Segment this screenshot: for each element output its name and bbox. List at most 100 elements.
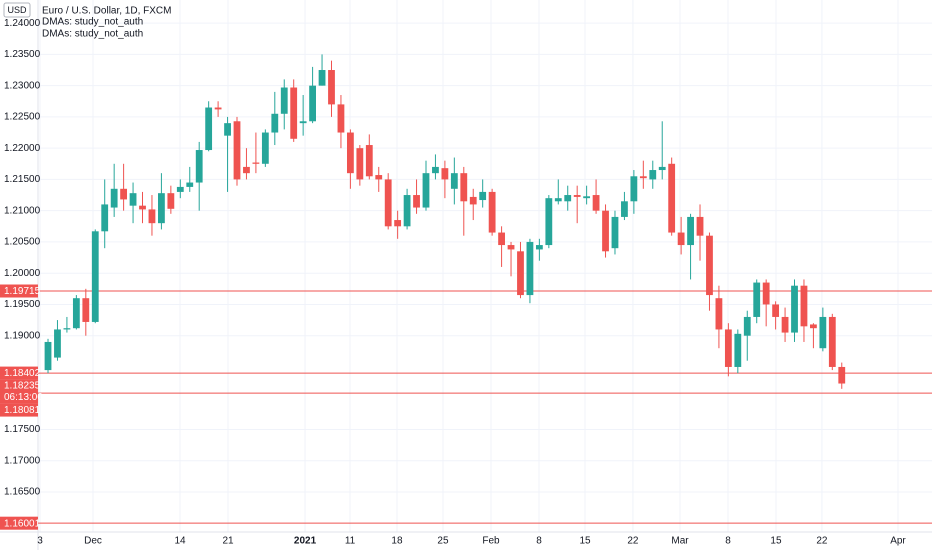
- candle-body: [280, 87, 288, 114]
- x-tick-label: 18: [391, 536, 403, 547]
- candle-body: [592, 195, 600, 211]
- last-price-label: 1.18235: [4, 381, 41, 392]
- candle-body: [810, 324, 817, 329]
- x-tick-label: 21: [222, 536, 234, 547]
- candle-body: [110, 188, 118, 208]
- candle-body: [658, 166, 666, 171]
- candle-body: [677, 232, 685, 246]
- last-price-box: [0, 379, 38, 404]
- x-tick-label: Apr: [890, 536, 906, 547]
- candle-body: [639, 176, 647, 179]
- x-tick-label: Feb: [482, 536, 500, 547]
- candle-body: [328, 70, 335, 105]
- candle-body: [450, 173, 458, 189]
- candle-body: [394, 220, 402, 227]
- candle-body: [422, 173, 430, 208]
- candle-body: [800, 285, 808, 327]
- candle-body: [356, 148, 364, 180]
- candle-body: [753, 282, 761, 317]
- candle-body: [838, 366, 846, 384]
- candle-body: [696, 216, 704, 236]
- candle-body: [432, 166, 439, 174]
- candle-body: [252, 162, 260, 164]
- price-line-label: 1.18081: [4, 405, 41, 416]
- candle-body: [441, 168, 449, 180]
- candle-body: [583, 196, 591, 199]
- candle-body: [271, 113, 279, 133]
- candle-body: [526, 241, 534, 296]
- x-tick-label: 15: [770, 536, 782, 547]
- candle-body: [205, 107, 213, 151]
- candle-body: [195, 150, 203, 183]
- candle-body: [82, 298, 90, 322]
- candle-body: [488, 191, 496, 233]
- y-tick-label: 1.17500: [4, 424, 41, 435]
- candle-body: [545, 198, 553, 246]
- x-tick-label: 2021: [294, 536, 317, 547]
- candle-body: [91, 231, 99, 322]
- y-tick-label: 1.20500: [4, 237, 41, 248]
- candle-body: [791, 285, 798, 333]
- currency: USD: [7, 5, 27, 15]
- candle-body: [365, 145, 373, 177]
- price-line-label-box: [0, 284, 38, 298]
- candle-body: [554, 198, 562, 202]
- x-tick-label: 3: [37, 536, 43, 547]
- x-tick-label: 8: [536, 536, 542, 547]
- candle-body: [611, 216, 619, 249]
- candle-body: [224, 123, 231, 136]
- candle-body: [762, 282, 770, 305]
- candle-body: [167, 193, 175, 209]
- candle-body: [186, 182, 194, 187]
- candle-body: [819, 316, 827, 349]
- x-tick-label: Dec: [84, 536, 102, 547]
- candle-body: [535, 245, 543, 250]
- candle-body: [687, 216, 694, 246]
- candle-body: [290, 87, 298, 139]
- candle-body: [214, 107, 222, 110]
- price-line-label: 1.16001: [4, 518, 41, 529]
- candle-body: [781, 316, 789, 333]
- candle-body: [564, 195, 572, 202]
- candle-body: [507, 245, 515, 250]
- x-tick-label: Mar: [671, 536, 689, 547]
- candle-body: [54, 329, 61, 358]
- price-line-label-box: [0, 403, 38, 417]
- candle-body: [469, 196, 477, 205]
- currency-box: [3, 2, 31, 18]
- price-line-label-box: [0, 366, 38, 380]
- y-tick-label: 1.23000: [4, 80, 41, 91]
- candle-body: [743, 316, 751, 336]
- y-tick-label: 1.24000: [4, 18, 41, 29]
- candle-body: [176, 186, 184, 192]
- y-tick-label: 1.17000: [4, 455, 41, 466]
- y-tick-label: 1.19000: [4, 330, 41, 341]
- candle-body: [346, 132, 354, 174]
- candle-body: [309, 85, 316, 122]
- x-tick-label: 14: [174, 536, 186, 547]
- candle-body: [384, 179, 392, 227]
- candle-body: [602, 210, 609, 252]
- y-tick-label: 1.16500: [4, 487, 41, 498]
- candle-body: [479, 191, 487, 201]
- x-tick-label: 22: [816, 536, 828, 547]
- y-tick-label: 1.19500: [4, 299, 41, 310]
- candle-body: [129, 193, 137, 206]
- candle-body: [44, 341, 52, 371]
- candle-body: [299, 121, 307, 124]
- x-tick-label: 15: [579, 536, 591, 547]
- chart-title: Euro / U.S. Dollar, 1D, FXCM: [42, 6, 171, 17]
- y-tick-label: 1.22500: [4, 112, 41, 123]
- candle-body: [649, 170, 657, 180]
- candle-body: [243, 166, 250, 174]
- price-line-label: 1.18402: [4, 368, 41, 379]
- price-line-label: 1.19715: [4, 286, 41, 297]
- countdown: 06:13:00: [4, 392, 43, 403]
- candle-body: [101, 204, 109, 232]
- y-tick-label: 1.21500: [4, 174, 41, 185]
- study-label: DMAs: study_not_auth: [42, 17, 143, 28]
- candle-body: [158, 193, 165, 224]
- candle-body: [139, 205, 146, 210]
- y-tick-label: 1.21000: [4, 205, 41, 216]
